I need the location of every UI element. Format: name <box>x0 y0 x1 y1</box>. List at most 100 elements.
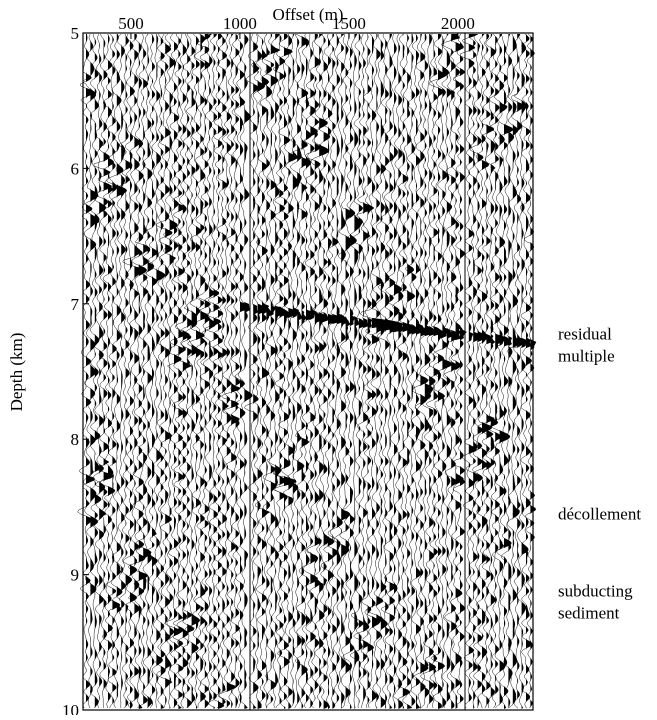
trace-fill <box>301 34 311 709</box>
trace-fill <box>416 34 423 709</box>
trace-fill <box>376 34 392 709</box>
trace-fill <box>169 34 178 709</box>
annotation-line: sediment <box>558 604 620 623</box>
trace-fill <box>521 34 529 709</box>
trace-fill <box>196 34 205 709</box>
trace-wiggle <box>451 33 467 709</box>
trace-fill <box>187 34 195 709</box>
trace-fill <box>191 34 200 709</box>
trace-fill <box>218 34 225 709</box>
trace-wiggle <box>281 33 298 709</box>
annotation-line: subducting <box>558 582 633 601</box>
trace-fill <box>504 34 514 709</box>
trace-fill <box>328 34 335 709</box>
trace-fill <box>138 34 148 709</box>
trace-fill <box>152 34 158 709</box>
trace-fill <box>284 34 297 709</box>
trace-fill <box>499 34 510 709</box>
trace-fill <box>213 34 222 709</box>
x-tick-label: 500 <box>118 14 144 33</box>
trace-fill <box>508 34 514 709</box>
trace-fill <box>477 34 484 709</box>
annotation: residual multiple <box>558 324 615 365</box>
trace-fill <box>182 34 192 709</box>
trace-fill <box>358 34 366 709</box>
x-tick-label: 1500 <box>332 14 366 33</box>
trace-wiggle <box>469 33 485 709</box>
trace-fill <box>266 34 274 709</box>
x-tick-label: 2000 <box>441 14 475 33</box>
trace-fill <box>460 34 467 709</box>
trace-wiggle <box>230 33 243 709</box>
trace-fill <box>354 34 362 709</box>
traces <box>77 33 537 710</box>
trace-fill <box>160 34 166 709</box>
annotation: subducting sediment <box>558 582 633 623</box>
trace-wiggle <box>386 33 404 709</box>
trace-fill <box>306 34 315 709</box>
trace-wiggle <box>405 33 419 709</box>
trace-wiggle <box>523 33 537 709</box>
trace-fill <box>297 34 305 709</box>
trace-fill <box>262 34 270 709</box>
trace-wiggle <box>259 33 274 709</box>
trace-fill <box>451 34 460 709</box>
trace-fill <box>121 34 126 709</box>
trace-wiggle <box>441 33 453 709</box>
trace-fill <box>292 34 299 709</box>
x-axis-label: Offset (m) <box>273 5 344 24</box>
trace-fill <box>495 34 502 709</box>
trace-wiggle <box>216 33 230 709</box>
trace-fill <box>314 34 323 709</box>
trace-fill <box>398 34 404 709</box>
trace-fill <box>103 34 114 709</box>
y-tick-label: 6 <box>71 159 80 178</box>
trace-fill <box>253 34 260 709</box>
trace-fill <box>134 34 142 709</box>
trace-fill <box>130 34 138 709</box>
trace-fill <box>402 34 411 709</box>
trace-fill <box>473 34 480 709</box>
y-tick-label: 5 <box>71 24 80 43</box>
trace-fill <box>125 34 133 709</box>
trace-fill <box>209 34 216 709</box>
trace-fill <box>231 34 241 709</box>
trace-fill <box>517 34 526 709</box>
trace-fill <box>336 34 344 709</box>
trace-wiggle <box>490 33 511 709</box>
trace-fill <box>143 34 152 709</box>
trace-fill <box>310 34 319 709</box>
y-tick-label: 10 <box>62 701 79 715</box>
trace-wiggle <box>218 33 236 709</box>
trace-wiggle <box>290 33 305 709</box>
trace-fill <box>108 34 115 709</box>
trace-wiggle <box>397 33 411 709</box>
plot-frame <box>82 32 534 711</box>
trace-fill <box>147 34 154 709</box>
trace-fill <box>526 34 533 709</box>
trace-wiggle <box>392 33 405 709</box>
y-tick-label: 8 <box>71 430 80 449</box>
trace-wiggle <box>414 33 434 709</box>
trace-fill <box>178 34 186 709</box>
trace-fill <box>235 34 242 709</box>
trace-wiggle <box>449 33 464 709</box>
trace-fill <box>394 34 403 709</box>
trace-fill <box>112 34 120 709</box>
trace-wiggle <box>432 33 453 709</box>
trace-fill <box>204 34 211 709</box>
trace-fill <box>411 34 419 709</box>
trace-fill <box>244 34 253 709</box>
trace-wiggle <box>271 33 290 709</box>
trace-fill <box>530 34 537 709</box>
y-tick-label: 7 <box>71 295 80 314</box>
x-tick-label: 1000 <box>223 14 257 33</box>
trace-fill <box>468 34 479 709</box>
y-tick-label: 9 <box>71 566 80 585</box>
trace-fill <box>99 34 107 709</box>
trace-wiggle <box>411 33 429 709</box>
trace-wiggle <box>519 33 533 709</box>
trace-fill <box>257 34 265 709</box>
trace-fill <box>429 34 436 709</box>
